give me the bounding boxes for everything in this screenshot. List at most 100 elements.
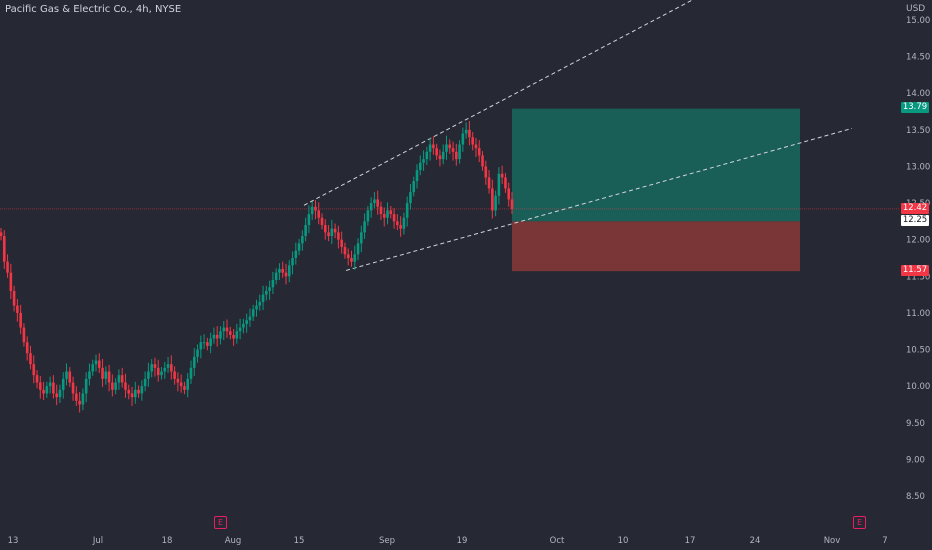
candle-body [379, 206, 383, 215]
x-tick-label: 17 [685, 536, 696, 546]
earnings-marker-aug[interactable]: E [214, 516, 227, 529]
candle-body [163, 367, 167, 372]
earnings-marker-nov[interactable]: E [853, 516, 866, 529]
candle-body [491, 188, 494, 211]
candle-body [461, 133, 465, 145]
take-profit-price-tag: 13.79 [901, 102, 929, 113]
candle-body [363, 221, 366, 233]
candle-body [166, 364, 170, 368]
candle-body [268, 287, 271, 291]
candle-body [114, 382, 117, 390]
candle-body [278, 268, 281, 273]
candle-body [94, 360, 98, 365]
candle-body [291, 258, 294, 266]
candle-body [396, 221, 399, 226]
candle-body [84, 378, 88, 394]
candle-body [225, 327, 229, 332]
candle-body [202, 342, 206, 344]
candle-body [369, 203, 373, 211]
symbol-title[interactable]: Pacific Gas & Electric Co., 4h, NYSE [5, 4, 182, 15]
candle-body [124, 382, 127, 390]
stop-loss-price-tag: 11.57 [901, 265, 929, 276]
candle-body [497, 173, 501, 196]
candle-body [71, 382, 75, 394]
candle-body [0, 232, 3, 237]
x-tick-label: Sep [379, 536, 395, 546]
candle-body [471, 137, 474, 145]
candle-body [346, 254, 350, 258]
trend-line-1 [303, 0, 694, 206]
candle-body [386, 210, 389, 218]
candle-body [111, 382, 114, 390]
candle-body [42, 389, 45, 394]
y-tick-label: 12.00 [906, 236, 930, 246]
candle-body [206, 342, 209, 346]
candle-body [451, 148, 455, 152]
candle-body [12, 290, 16, 306]
candle-body [251, 309, 255, 317]
candle-body [78, 400, 81, 405]
candle-body [350, 258, 353, 262]
candle-body [373, 199, 376, 204]
candle-body [192, 356, 196, 368]
candle-body [265, 290, 268, 295]
x-tick-label: 15 [294, 536, 305, 546]
candle-body [199, 342, 203, 350]
candle-body [441, 151, 445, 160]
candle-body [418, 162, 422, 171]
candle-body [97, 360, 101, 368]
candle-body [382, 214, 386, 218]
candle-body [304, 225, 307, 237]
y-tick-label: 11.00 [906, 309, 930, 319]
candle-body [448, 144, 452, 149]
candle-body [52, 382, 55, 394]
candle-body [317, 210, 321, 218]
candle-body [222, 327, 226, 332]
candle-body [330, 228, 334, 237]
candle-body [156, 367, 160, 376]
x-tick-label: Jul [92, 536, 103, 546]
candle-body [215, 334, 219, 339]
y-tick-label: 10.50 [906, 346, 930, 356]
candle-body [88, 371, 91, 379]
candle-body [179, 382, 183, 387]
candle-body [281, 268, 285, 273]
candle-body [58, 389, 62, 398]
candle-body [340, 239, 343, 248]
candle-body [232, 334, 235, 339]
candle-body [287, 265, 291, 277]
candle-body [153, 364, 157, 368]
candle-body [140, 386, 144, 394]
candle-body [412, 181, 416, 193]
candle-body [356, 243, 360, 255]
candle-body [481, 155, 484, 167]
candle-body [376, 199, 379, 207]
candle-body [314, 206, 317, 211]
candle-body [477, 148, 481, 156]
candle-body [297, 243, 301, 251]
x-tick-label: Oct [550, 536, 565, 546]
candle-body [353, 254, 357, 262]
candle-body [366, 210, 370, 222]
candle-body [445, 144, 448, 152]
candle-body [399, 225, 402, 229]
candle-body [16, 305, 19, 313]
candle-body [242, 323, 245, 328]
candle-body [189, 367, 193, 379]
candle-body [120, 375, 124, 383]
candle-body [274, 272, 278, 280]
candle-body [415, 170, 419, 182]
candle-body [307, 214, 311, 226]
currency-label: USD [906, 4, 926, 14]
candle-body [504, 177, 507, 189]
profit-zone [512, 108, 800, 222]
y-tick-label: 14.50 [906, 53, 930, 63]
candle-body [323, 225, 327, 233]
candle-body [389, 210, 393, 215]
candle-body [458, 144, 461, 160]
candle-body [245, 320, 248, 324]
candle-body [409, 192, 412, 204]
candle-body [55, 393, 58, 398]
